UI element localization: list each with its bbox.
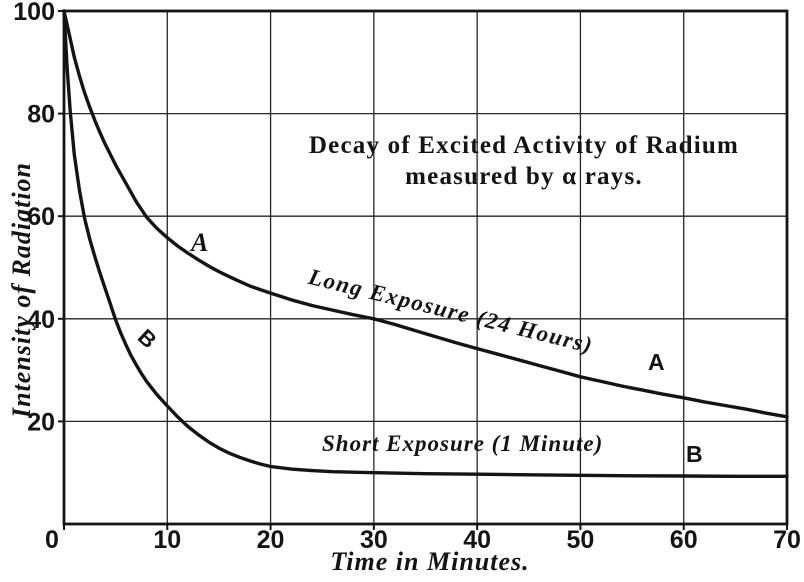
- x-tick-label: 40: [463, 526, 491, 554]
- y-tick-label: 100: [13, 0, 55, 26]
- y-tick-label: 80: [27, 101, 55, 129]
- chart-title-line1: Decay of Excited Activity of Radium: [308, 132, 740, 159]
- x-tick-label: 20: [257, 526, 285, 554]
- x-tick-label: 50: [567, 526, 595, 554]
- x-tick-label: 70: [773, 526, 801, 554]
- x-tick-label: 0: [45, 526, 59, 554]
- curve-a: [62, 9, 789, 419]
- curve-b-marker-right: B: [686, 441, 703, 467]
- curve-a-marker-right: A: [648, 349, 665, 375]
- y-tick-label: 60: [27, 203, 55, 231]
- x-tick-label: 10: [153, 526, 181, 554]
- y-axis-title: Intensity of Radiation: [7, 161, 36, 419]
- y-tick-label: 40: [27, 306, 55, 334]
- y-tick-label: 20: [27, 408, 55, 436]
- curve-b-label-short-exposure: Short Exposure (1 Minute): [322, 431, 604, 456]
- plot-border: [62, 9, 789, 526]
- curve-b: [62, 9, 789, 478]
- x-tick-label: 30: [360, 526, 388, 554]
- chart-title-line2: measured by α rays.: [405, 163, 643, 190]
- x-tick-label: 60: [670, 526, 698, 554]
- chart-title: Decay of Excited Activity of Radium meas…: [295, 130, 753, 192]
- curve-a-marker-left: A: [191, 228, 209, 257]
- x-axis-title: Time in Minutes.: [330, 547, 530, 576]
